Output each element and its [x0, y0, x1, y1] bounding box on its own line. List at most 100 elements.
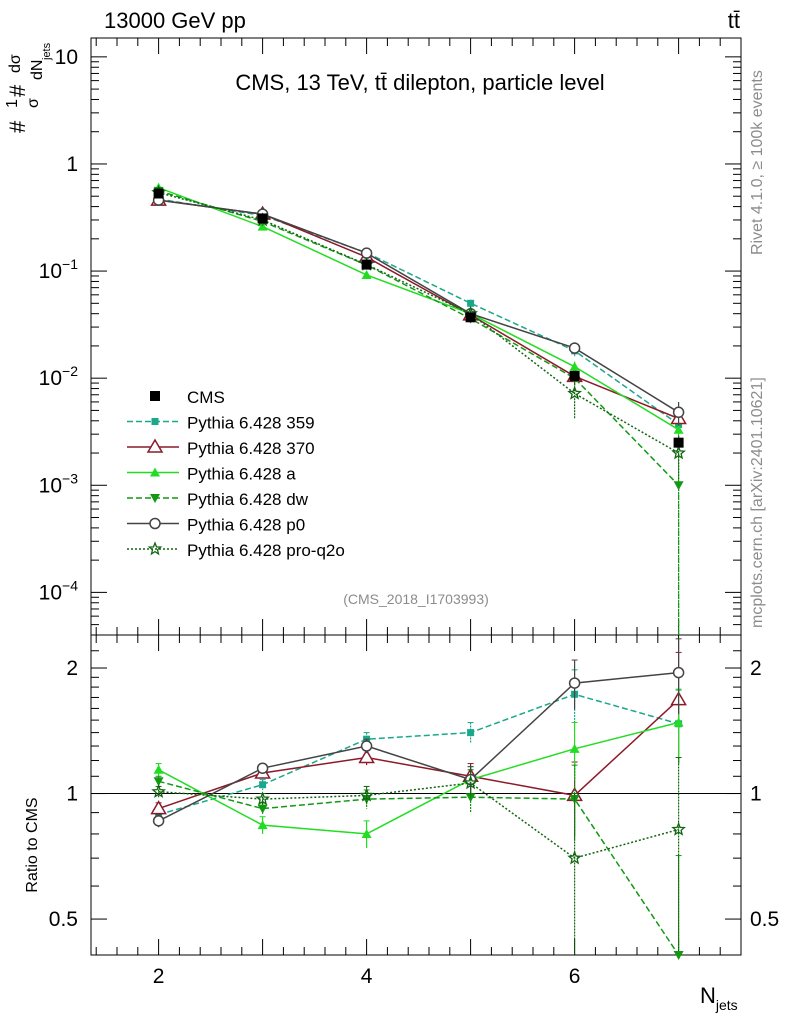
ylabel-dn: dN: [29, 60, 46, 80]
ratio-y-tick-label: 0.5: [49, 908, 78, 931]
main-y-tick-base: 10: [55, 46, 78, 69]
legend-marker-p370: [146, 438, 164, 453]
x-tick-label: 4: [361, 965, 373, 988]
ylabel-jets: jets: [41, 42, 53, 61]
ratio-point-pa: [257, 820, 268, 830]
series-line-pa: [158, 186, 679, 431]
data-point-cms: [361, 259, 372, 270]
ratio-point-pq2o: [151, 783, 166, 799]
main-y-tick-base: 10: [39, 367, 62, 390]
ratio-series-pdw: [153, 764, 684, 960]
series-pa: [153, 182, 684, 440]
main-y-tick-base: 10: [39, 260, 62, 283]
series-p370: [150, 191, 687, 429]
data-point-pa: [569, 361, 580, 371]
legend-entry-p359: Pythia 6.428 359: [127, 414, 315, 433]
ylabel-hash-2: #: [5, 84, 30, 97]
x-axis-label: Njets: [700, 983, 738, 1013]
main-y-tick-exp: −1: [62, 256, 78, 272]
ratio-line-pa: [158, 721, 679, 835]
main-y-tick-base: 10: [39, 581, 62, 604]
ratio-point-p359: [259, 781, 267, 789]
ratio-point-pq2o: [255, 791, 270, 806]
data-point-cms: [673, 437, 684, 448]
main-y-tick-label: 10: [55, 46, 78, 69]
main-y-tick-base: 1: [66, 153, 78, 176]
process-label: tt̄: [728, 8, 740, 33]
mcplots-label: mcplots.cern.ch [arXiv:2401.10621]: [749, 377, 766, 628]
legend-label-pa: Pythia 6.428 a: [187, 465, 296, 484]
legend-label-pdw: Pythia 6.428 dw: [187, 490, 309, 509]
main-y-tick-label: 10−3: [39, 470, 79, 497]
ylabel-one: 1: [4, 99, 21, 108]
series-p359: [155, 195, 683, 433]
main-y-tick-exp: −3: [62, 470, 78, 486]
ratio-point-pdw: [153, 777, 164, 787]
ratio-point-pdw: [673, 951, 684, 960]
ratio-point-pp0: [568, 677, 581, 689]
ratio-line-p370: [158, 699, 680, 810]
data-point-cms: [569, 370, 580, 381]
ylabel-hash-1: #: [5, 120, 30, 133]
ratio-y-tick-label-right: 2: [750, 657, 762, 680]
ratio-series-pp0: [152, 638, 685, 828]
legend-label-cms: CMS: [187, 388, 225, 407]
x-axis-label-sub: jets: [715, 997, 738, 1013]
series-line-p370: [158, 199, 679, 420]
ratio-point-pp0: [360, 740, 373, 752]
legend-marker-pa: [150, 467, 160, 477]
legend-marker-p359: [151, 418, 159, 425]
main-y-tick-label: 1: [66, 153, 78, 176]
main-y-tick-exp: −2: [62, 363, 78, 379]
x-tick-label: 2: [153, 965, 165, 988]
ratio-point-pp0: [152, 815, 165, 827]
main-y-tick-label: 10−4: [39, 577, 79, 604]
series-pp0: [152, 194, 685, 426]
legend-entry-pdw: Pythia 6.428 dw: [127, 490, 309, 509]
ratio-y-axis-label: Ratio to CMS: [24, 797, 41, 892]
ratio-y-tick-label-right: 1: [750, 783, 762, 806]
data-point-cms: [465, 312, 476, 323]
legend-entry-pa: Pythia 6.428 a: [127, 465, 296, 484]
ratio-series-pq2o: [151, 757, 686, 955]
energy-label: 13000 GeV pp: [104, 8, 246, 33]
legend: CMS Pythia 6.428 359 Pythia 6.428 370 Pythi…: [127, 388, 345, 560]
ratio-point-p370: [150, 800, 167, 815]
series-line-pdw: [158, 190, 680, 486]
ratio-line-pq2o: [158, 782, 679, 859]
ratio-series-pa: [153, 688, 684, 849]
data-point-cms: [257, 213, 268, 224]
data-point-cms: [153, 188, 164, 199]
ratio-series-layer: [150, 638, 687, 960]
series-line-p359: [158, 198, 680, 426]
legend-label-p359: Pythia 6.428 359: [187, 414, 315, 433]
main-y-tick-exp: −4: [62, 577, 78, 593]
ratio-y-tick-label: 2: [66, 657, 78, 680]
ratio-point-p370: [358, 749, 375, 764]
data-point-pq2o: [567, 385, 582, 400]
series-line-pp0: [158, 199, 679, 413]
main-y-tick-label: 10−1: [39, 256, 79, 283]
data-point-pa: [673, 424, 684, 434]
ylabel-dsigma: dσ: [7, 54, 24, 73]
ratio-point-pq2o: [463, 775, 478, 790]
ratio-axis-ticks: 2 2 1 1 0.5 0.5 2 4 6: [49, 635, 779, 988]
legend-label-pp0: Pythia 6.428 p0: [187, 516, 305, 535]
series-pq2o: [151, 184, 686, 481]
main-y-tick-label: 10−2: [39, 363, 79, 390]
ratio-point-pa: [361, 828, 372, 838]
legend-label-p370: Pythia 6.428 370: [187, 439, 315, 458]
data-point-pa: [361, 269, 372, 279]
ratio-plot-frame: [90, 634, 742, 956]
x-axis-label-base: N: [700, 983, 716, 1008]
ratio-point-pp0: [256, 762, 269, 774]
x-tick-label: 6: [569, 965, 581, 988]
rivet-version-label: Rivet 4.1.0, ≥ 100k events: [749, 70, 766, 255]
legend-marker-pq2o: [147, 541, 163, 556]
data-point-pp0: [360, 247, 373, 259]
data-point-p359: [467, 299, 475, 307]
ratio-point-pq2o: [359, 787, 374, 802]
main-series-layer: [150, 182, 687, 635]
